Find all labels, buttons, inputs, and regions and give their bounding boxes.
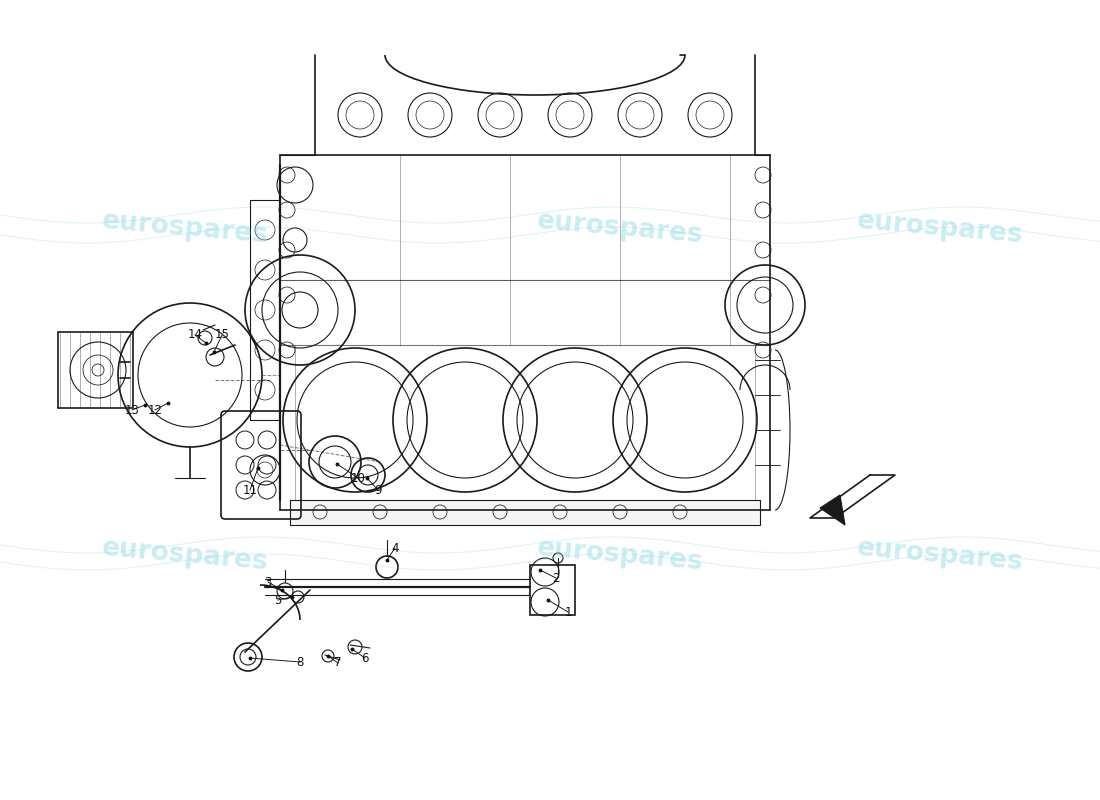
Text: 9: 9 <box>374 483 382 497</box>
Bar <box>530 565 575 615</box>
Text: 14: 14 <box>187 329 202 342</box>
Polygon shape <box>820 495 845 525</box>
Text: eurospares: eurospares <box>856 208 1024 248</box>
Text: 5: 5 <box>274 594 282 606</box>
Text: 4: 4 <box>392 542 398 554</box>
Text: 12: 12 <box>147 403 163 417</box>
Bar <box>58 332 133 408</box>
Text: 3: 3 <box>264 575 272 589</box>
Text: 10: 10 <box>351 471 365 485</box>
Text: 6: 6 <box>361 651 368 665</box>
Text: 8: 8 <box>296 655 304 669</box>
Bar <box>290 500 760 525</box>
Text: 15: 15 <box>214 329 230 342</box>
Text: eurospares: eurospares <box>536 534 704 575</box>
Text: eurospares: eurospares <box>101 534 270 575</box>
Text: eurospares: eurospares <box>856 534 1024 575</box>
Text: eurospares: eurospares <box>536 208 704 248</box>
Text: 11: 11 <box>242 483 257 497</box>
Text: 2: 2 <box>552 571 560 585</box>
Text: 13: 13 <box>124 403 140 417</box>
Text: 1: 1 <box>564 606 572 618</box>
Text: 7: 7 <box>334 657 342 670</box>
Text: eurospares: eurospares <box>101 208 270 248</box>
